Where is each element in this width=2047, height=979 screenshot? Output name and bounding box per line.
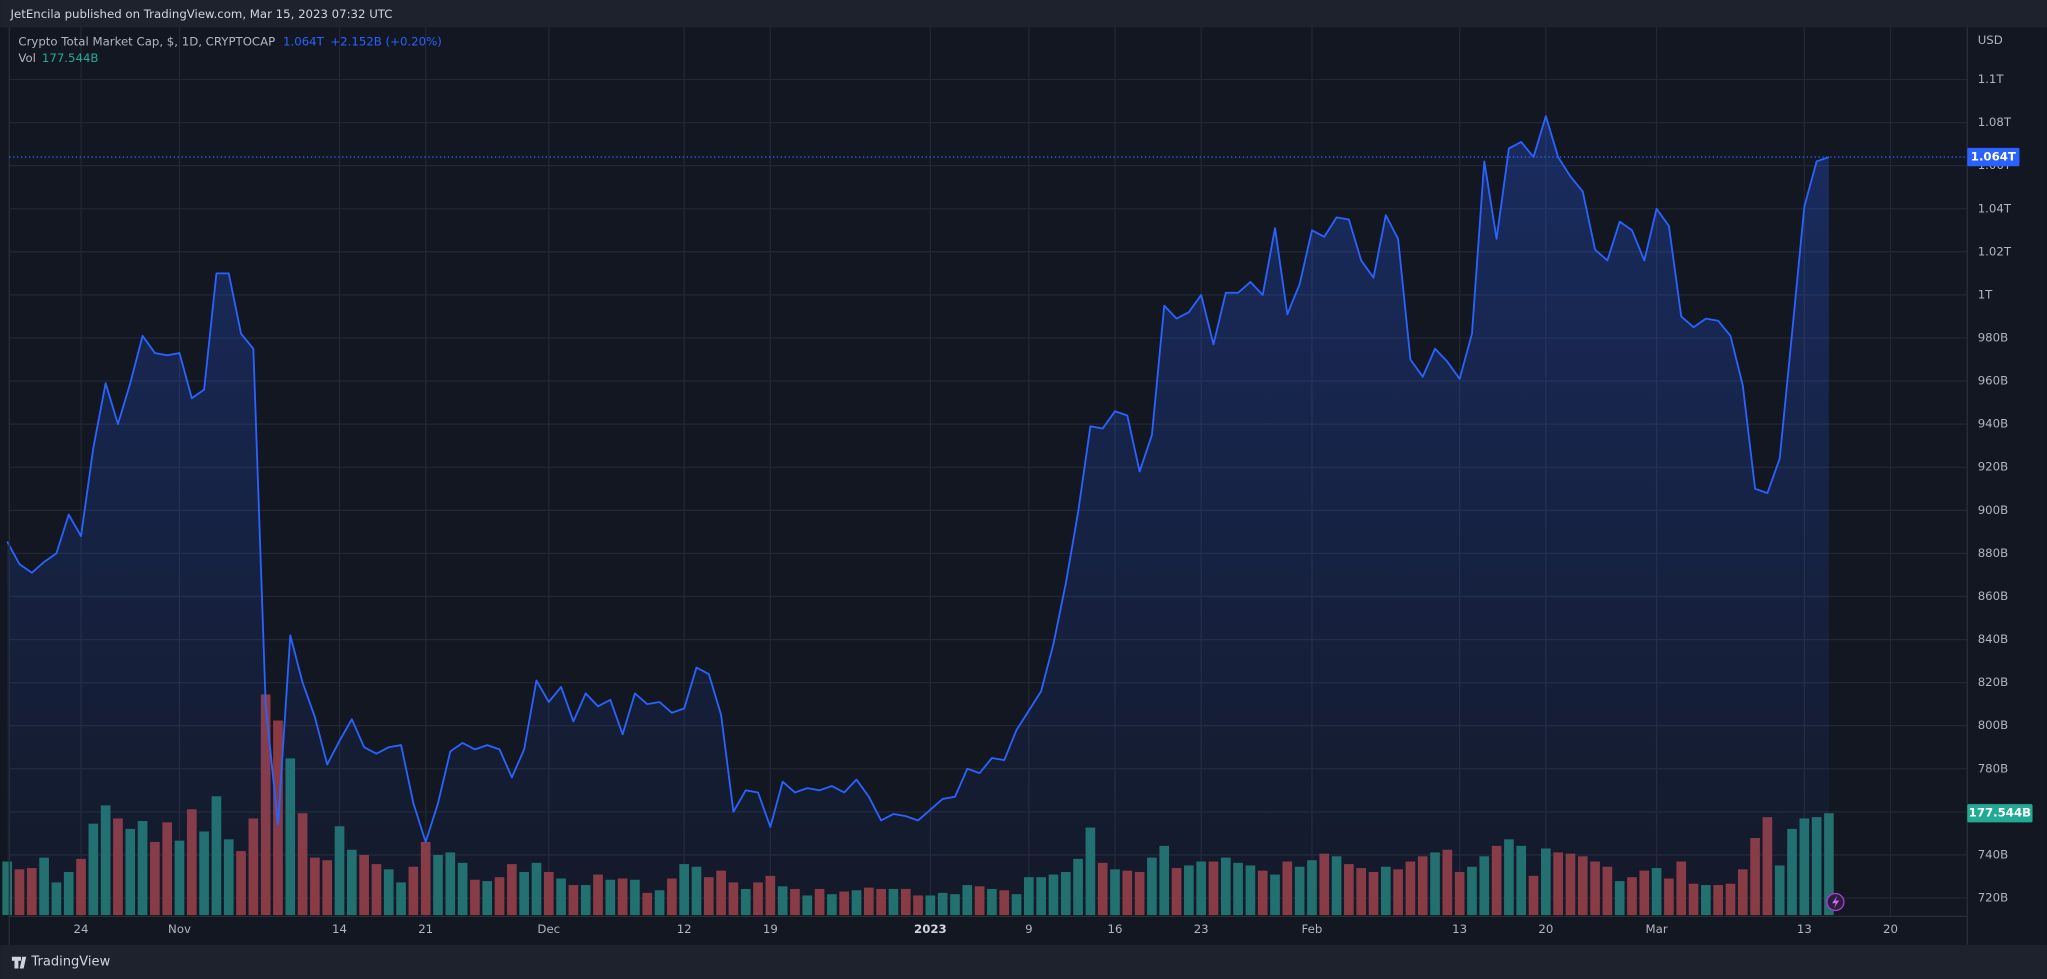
x-tick-label: Nov — [168, 922, 191, 936]
last-volume-badge — [1967, 804, 2033, 823]
publisher: JetEncila published on TradingView.com, … — [10, 7, 393, 21]
legend-volume: 177.544B — [42, 51, 99, 65]
x-tick-label: 16 — [1108, 922, 1123, 936]
y-tick-label: 740B — [1978, 847, 2008, 861]
y-tick-label: 900B — [1978, 503, 2008, 517]
x-tick-label: 13 — [1452, 922, 1467, 936]
x-tick-label: 14 — [332, 922, 347, 936]
y-tick-label: 880B — [1978, 546, 2008, 560]
last-price-label: 1.064T — [1971, 150, 2016, 164]
axis-unit: USD — [1978, 33, 2003, 47]
bottom-bar — [0, 945, 2047, 979]
legend-volume-name: Vol — [18, 51, 36, 65]
brand-name: TradingView — [30, 955, 110, 970]
y-tick-label: 800B — [1978, 718, 2008, 732]
y-tick-label: 920B — [1978, 460, 2008, 474]
x-tick-label: Mar — [1646, 922, 1668, 936]
x-tick-label: 20 — [1883, 922, 1898, 936]
y-tick-label: 1T — [1978, 287, 1993, 301]
x-tick-label: 19 — [763, 922, 778, 936]
x-tick-label: 21 — [418, 922, 433, 936]
x-tick-label: 2023 — [914, 922, 947, 936]
y-tick-label: 960B — [1978, 374, 2008, 388]
y-tick-label: 1.02T — [1978, 244, 2012, 258]
price-line — [6, 115, 1830, 843]
y-tick-label: 860B — [1978, 589, 2008, 603]
x-tick-label: 20 — [1538, 922, 1553, 936]
y-tick-label: 1.04T — [1978, 201, 2012, 215]
y-tick-label: 780B — [1978, 761, 2008, 775]
y-tick-label: 840B — [1978, 632, 2008, 646]
axes: 720B740B760B780B800B820B840B860B880B900B… — [9, 72, 2033, 936]
legend-symbol: Crypto Total Market Cap, $, 1D, CRYPTOCA… — [18, 34, 275, 48]
x-tick-label: 9 — [1025, 922, 1032, 936]
price-area — [7, 116, 1829, 914]
y-tick-label: 720B — [1978, 891, 2008, 905]
bolt-glyph — [1832, 895, 1840, 909]
y-tick-label: 980B — [1978, 330, 2008, 344]
y-tick-label: 1.1T — [1978, 72, 2005, 86]
top-bar — [0, 0, 2047, 28]
x-tick-label: Feb — [1302, 922, 1323, 936]
x-tick-label: Dec — [537, 922, 560, 936]
legend-price: 1.064T — [283, 34, 325, 48]
brand-logo — [11, 956, 27, 969]
y-tick-label: 940B — [1978, 417, 2008, 431]
x-tick-label: 13 — [1797, 922, 1812, 936]
x-tick-label: 24 — [74, 922, 89, 936]
x-tick-label: 12 — [677, 922, 692, 936]
last-price-badge — [1967, 147, 2020, 167]
y-tick-label: 820B — [1978, 675, 2008, 689]
x-tick-label: 23 — [1194, 922, 1209, 936]
y-tick-label: 1.08T — [1978, 115, 2012, 129]
brand: TradingView — [11, 955, 111, 970]
price-area — [6, 115, 1830, 914]
legend-change: +2.152B (+0.20%) — [330, 34, 441, 48]
last-volume-label: 177.544B — [1969, 806, 2031, 820]
